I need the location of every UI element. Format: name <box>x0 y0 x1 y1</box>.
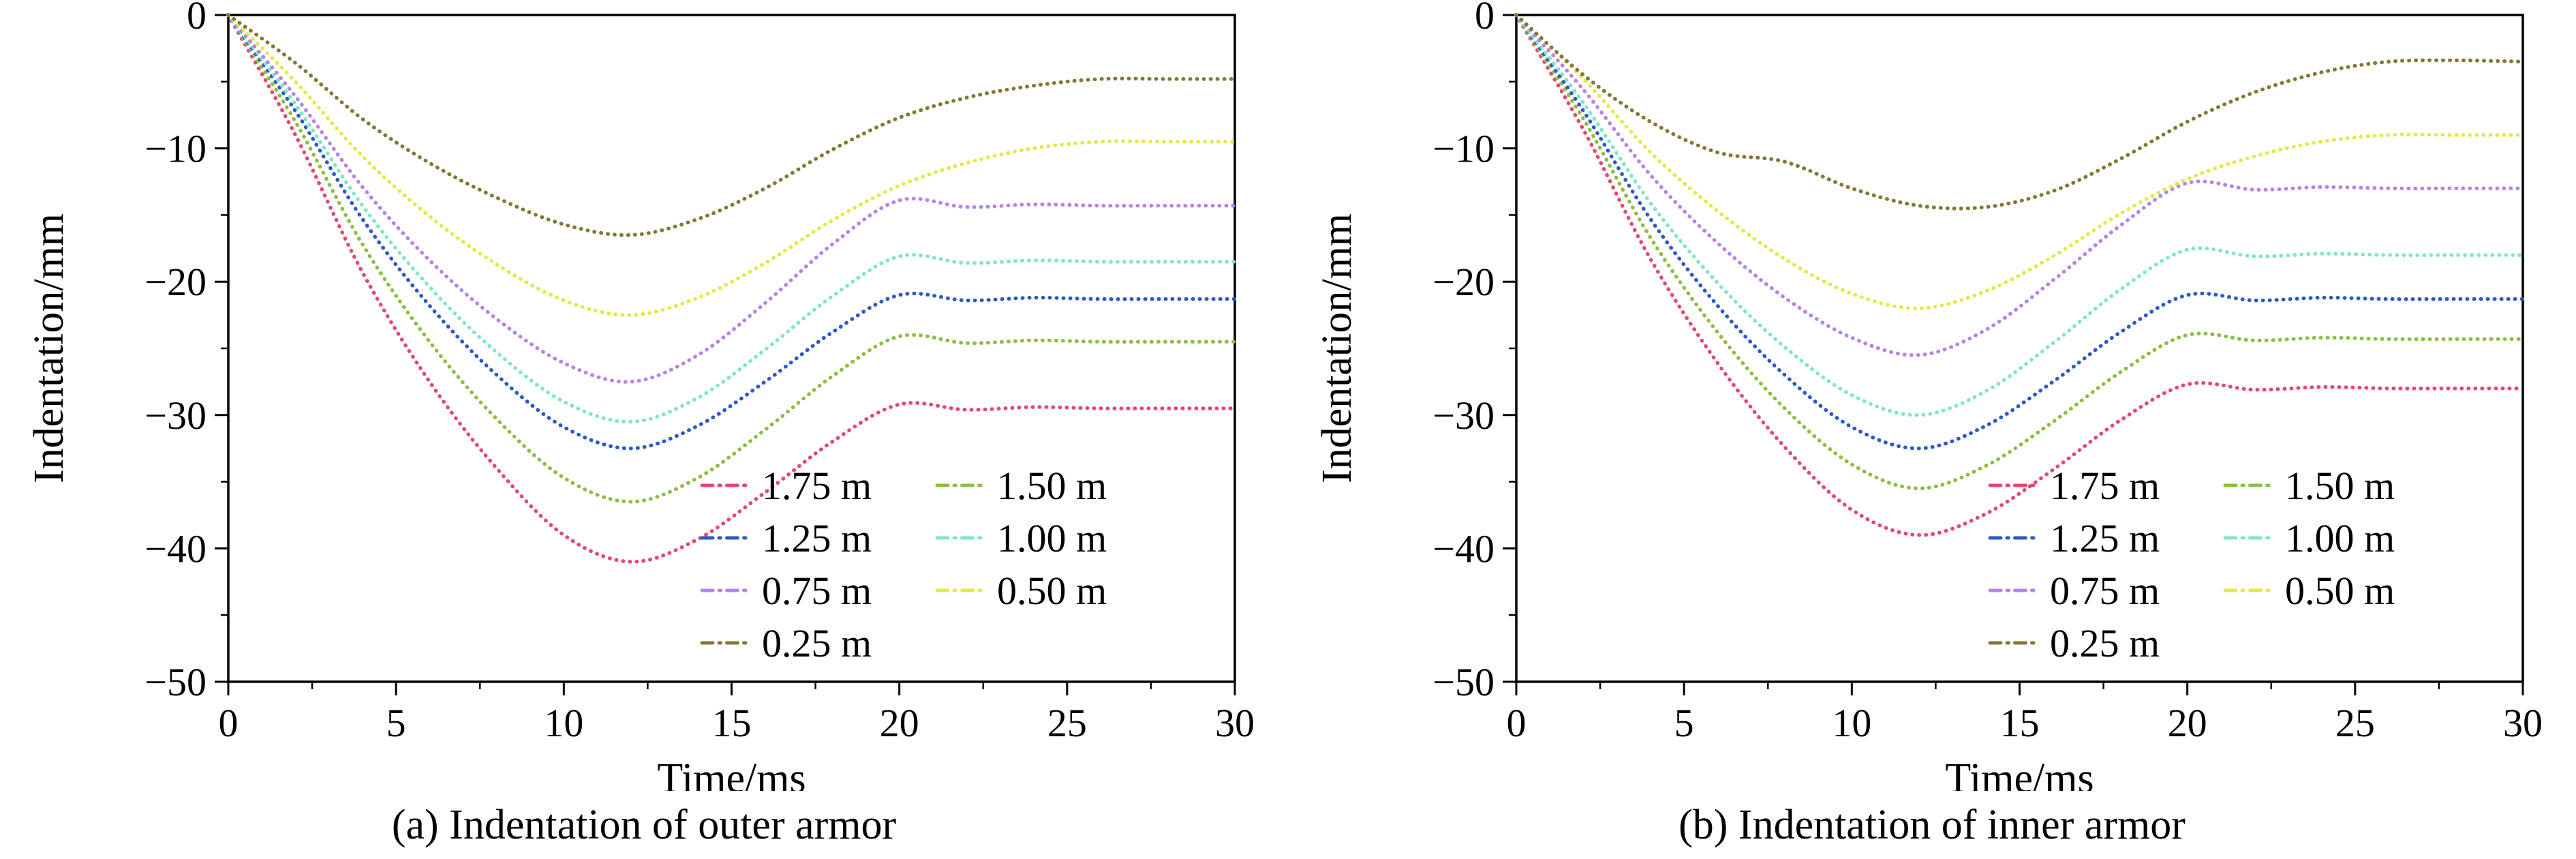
series-line-150 <box>226 13 1237 504</box>
x-tick-label: 5 <box>1674 701 1694 745</box>
series-line-150 <box>1514 13 2525 491</box>
series-line-075 <box>1514 13 2525 357</box>
legend-label: 1.25 m <box>2050 516 2160 560</box>
legend-label: 0.25 m <box>2050 621 2160 665</box>
chart-panel-inner-armor: 0 5 10 15 20 25 30 0 −10 −20 −30 −40 −50 Time/ms Inden… <box>1288 0 2576 859</box>
y-tick-label: 0 <box>187 0 206 37</box>
legend-label: 1.00 m <box>2285 516 2395 560</box>
y-tick-label: −50 <box>144 660 206 704</box>
series-line-075 <box>226 13 1237 384</box>
legend-label: 0.50 m <box>997 569 1107 613</box>
y-tick-label: −50 <box>1432 660 1494 704</box>
x-tick-label: 20 <box>2168 701 2207 745</box>
y-axis-label: Indentation/mm <box>26 213 72 483</box>
legend-label: 0.75 m <box>762 569 872 613</box>
legend-label: 0.75 m <box>2050 569 2160 613</box>
x-tick-label: 20 <box>880 701 919 745</box>
x-tick-label: 5 <box>386 701 406 745</box>
legend-label: 1.75 m <box>762 464 872 508</box>
x-tick-label: 25 <box>2335 701 2375 745</box>
x-tick-label: 25 <box>1047 701 1087 745</box>
legend-label: 0.25 m <box>762 621 872 665</box>
chart-inner-armor: 0 5 10 15 20 25 30 0 −10 −20 −30 −40 −50 Time/ms Inden… <box>1314 0 2543 791</box>
legend-label: 1.50 m <box>997 464 1107 508</box>
series-line-125 <box>1514 13 2525 451</box>
x-axis-label: Time/ms <box>657 755 806 791</box>
series-line-025 <box>1514 13 2525 211</box>
series-line-175 <box>1514 13 2525 537</box>
x-tick-label: 15 <box>2000 701 2040 745</box>
legend-label: 1.25 m <box>762 516 872 560</box>
x-tick-label: 15 <box>712 701 752 745</box>
y-tick-label: −30 <box>1432 393 1494 438</box>
series-line-100 <box>1514 13 2525 417</box>
y-axis-label: Indentation/mm <box>1314 213 1360 483</box>
x-tick-label: 10 <box>544 701 583 745</box>
x-axis-label: Time/ms <box>1945 755 2094 791</box>
y-tick-label: −40 <box>1432 526 1494 571</box>
y-tick-label: −20 <box>144 260 206 304</box>
y-tick-label: −40 <box>144 526 206 571</box>
y-tick-label: 0 <box>1475 0 1494 37</box>
x-tick-label: 30 <box>1215 701 1255 745</box>
series-line-100 <box>226 13 1237 424</box>
series-line-025 <box>226 13 1237 237</box>
legend-label: 1.75 m <box>2050 464 2160 508</box>
y-tick-label: −10 <box>1432 127 1494 171</box>
y-tick-label: −30 <box>144 393 206 438</box>
series-line-050 <box>1514 13 2525 311</box>
chart-outer-armor: 0 5 10 15 20 25 30 0 −10 −20 −30 −40 −50 Time/ms Inden… <box>26 0 1255 791</box>
x-tick-label: 0 <box>219 701 239 745</box>
series-line-125 <box>226 13 1237 451</box>
y-tick-label: −10 <box>144 127 206 171</box>
legend-label: 1.00 m <box>997 516 1107 560</box>
legend-label: 1.50 m <box>2285 464 2395 508</box>
x-tick-label: 10 <box>1832 701 1871 745</box>
x-tick-label: 0 <box>1507 701 1527 745</box>
y-tick-label: −20 <box>1432 260 1494 304</box>
x-tick-label: 30 <box>2503 701 2543 745</box>
caption-outer-armor: (a) Indentation of outer armor <box>391 801 897 848</box>
series-line-175 <box>226 13 1237 564</box>
series-line-050 <box>226 13 1237 317</box>
legend-label: 0.50 m <box>2285 569 2395 613</box>
chart-panel-outer-armor: 0 5 10 15 20 25 30 0 −10 −20 −30 −40 −50 Time/ms Inden… <box>26 0 1255 848</box>
caption-inner-armor: (b) Indentation of inner armor <box>1678 801 2186 848</box>
